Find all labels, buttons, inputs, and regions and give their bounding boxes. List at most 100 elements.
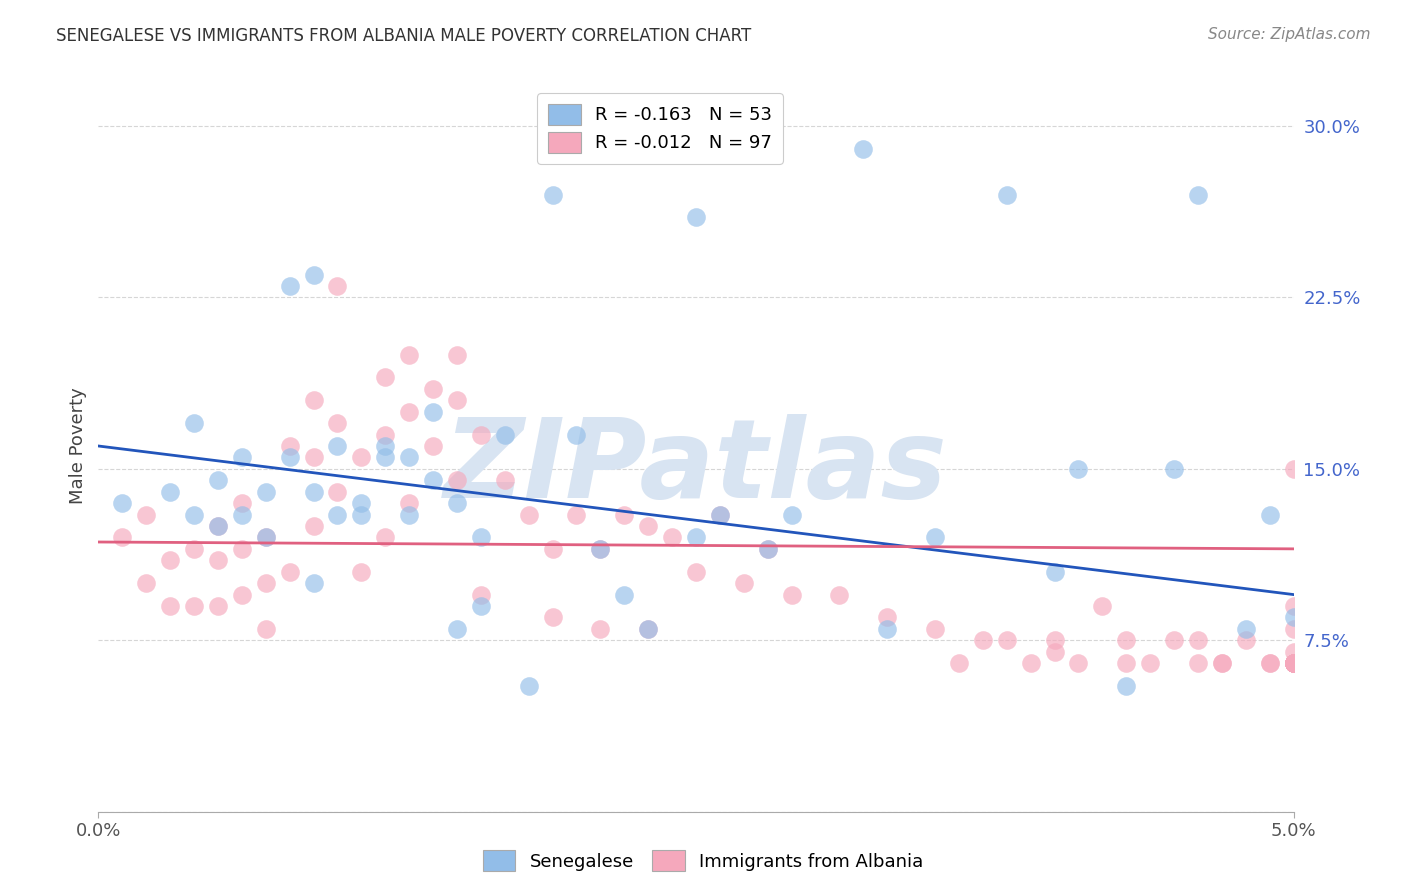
- Point: [1187, 187, 1209, 202]
- Point: [350, 508, 373, 522]
- Point: [398, 450, 420, 465]
- Point: [517, 508, 540, 522]
- Point: [302, 519, 325, 533]
- Point: [589, 541, 612, 556]
- Point: [613, 508, 636, 522]
- Point: [446, 347, 468, 362]
- Point: [589, 541, 612, 556]
- Point: [1163, 633, 1185, 648]
- Point: [637, 622, 659, 636]
- Point: [1282, 656, 1305, 670]
- Point: [470, 530, 492, 544]
- Point: [852, 142, 875, 156]
- Point: [254, 530, 277, 544]
- Point: [1258, 656, 1281, 670]
- Point: [159, 484, 181, 499]
- Point: [326, 508, 349, 522]
- Point: [541, 610, 564, 624]
- Point: [1258, 508, 1281, 522]
- Point: [326, 416, 349, 430]
- Point: [231, 541, 253, 556]
- Point: [398, 347, 420, 362]
- Point: [254, 576, 277, 591]
- Point: [924, 530, 946, 544]
- Point: [1234, 633, 1257, 648]
- Point: [1282, 656, 1305, 670]
- Point: [1187, 633, 1209, 648]
- Point: [733, 576, 755, 591]
- Point: [1282, 656, 1305, 670]
- Point: [756, 541, 779, 556]
- Point: [111, 530, 134, 544]
- Point: [685, 211, 707, 225]
- Point: [1211, 656, 1233, 670]
- Point: [422, 473, 444, 487]
- Point: [470, 599, 492, 613]
- Point: [326, 484, 349, 499]
- Point: [1282, 656, 1305, 670]
- Point: [326, 279, 349, 293]
- Point: [1282, 656, 1305, 670]
- Point: [709, 508, 731, 522]
- Point: [422, 439, 444, 453]
- Point: [207, 599, 229, 613]
- Point: [1282, 656, 1305, 670]
- Point: [183, 541, 205, 556]
- Point: [278, 565, 301, 579]
- Point: [685, 565, 707, 579]
- Point: [183, 416, 205, 430]
- Point: [135, 576, 157, 591]
- Text: SENEGALESE VS IMMIGRANTS FROM ALBANIA MALE POVERTY CORRELATION CHART: SENEGALESE VS IMMIGRANTS FROM ALBANIA MA…: [56, 27, 751, 45]
- Point: [1163, 462, 1185, 476]
- Point: [446, 496, 468, 510]
- Point: [1139, 656, 1161, 670]
- Point: [231, 450, 253, 465]
- Point: [517, 679, 540, 693]
- Point: [446, 622, 468, 636]
- Point: [350, 450, 373, 465]
- Point: [350, 496, 373, 510]
- Point: [278, 279, 301, 293]
- Point: [1282, 656, 1305, 670]
- Point: [302, 450, 325, 465]
- Point: [470, 427, 492, 442]
- Point: [207, 553, 229, 567]
- Point: [1282, 656, 1305, 670]
- Point: [111, 496, 134, 510]
- Point: [637, 519, 659, 533]
- Text: ZIPatlas: ZIPatlas: [444, 415, 948, 522]
- Point: [135, 508, 157, 522]
- Point: [589, 622, 612, 636]
- Point: [494, 473, 516, 487]
- Point: [1282, 656, 1305, 670]
- Point: [780, 588, 803, 602]
- Point: [254, 484, 277, 499]
- Point: [254, 622, 277, 636]
- Point: [494, 427, 516, 442]
- Point: [159, 553, 181, 567]
- Point: [374, 450, 396, 465]
- Point: [828, 588, 851, 602]
- Point: [207, 473, 229, 487]
- Point: [995, 633, 1018, 648]
- Point: [565, 427, 588, 442]
- Point: [231, 588, 253, 602]
- Legend: Senegalese, Immigrants from Albania: Senegalese, Immigrants from Albania: [475, 843, 931, 879]
- Y-axis label: Male Poverty: Male Poverty: [69, 388, 87, 504]
- Point: [278, 450, 301, 465]
- Point: [326, 439, 349, 453]
- Point: [446, 393, 468, 408]
- Point: [1282, 462, 1305, 476]
- Point: [948, 656, 970, 670]
- Point: [613, 588, 636, 602]
- Point: [422, 405, 444, 419]
- Point: [207, 519, 229, 533]
- Point: [1043, 633, 1066, 648]
- Point: [1282, 656, 1305, 670]
- Point: [1282, 656, 1305, 670]
- Point: [1091, 599, 1114, 613]
- Point: [302, 484, 325, 499]
- Point: [637, 622, 659, 636]
- Point: [159, 599, 181, 613]
- Point: [1282, 599, 1305, 613]
